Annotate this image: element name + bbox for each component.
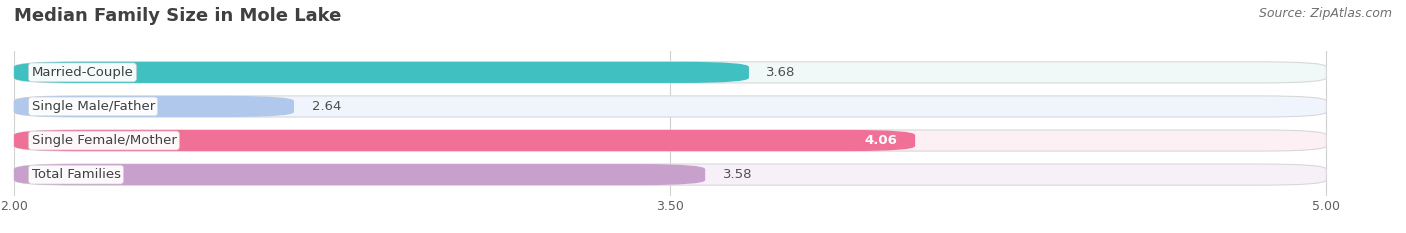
Text: Single Female/Mother: Single Female/Mother — [31, 134, 176, 147]
FancyBboxPatch shape — [14, 130, 1326, 151]
FancyBboxPatch shape — [14, 96, 1326, 117]
Text: 3.68: 3.68 — [766, 66, 796, 79]
Text: 2.64: 2.64 — [312, 100, 340, 113]
Text: Married-Couple: Married-Couple — [31, 66, 134, 79]
FancyBboxPatch shape — [14, 164, 1326, 185]
Text: Median Family Size in Mole Lake: Median Family Size in Mole Lake — [14, 7, 342, 25]
Text: Total Families: Total Families — [31, 168, 121, 181]
FancyBboxPatch shape — [14, 62, 1326, 83]
Text: Source: ZipAtlas.com: Source: ZipAtlas.com — [1258, 7, 1392, 20]
Text: 3.58: 3.58 — [723, 168, 752, 181]
FancyBboxPatch shape — [14, 130, 915, 151]
FancyBboxPatch shape — [14, 164, 706, 185]
FancyBboxPatch shape — [14, 62, 749, 83]
FancyBboxPatch shape — [14, 96, 294, 117]
Text: Single Male/Father: Single Male/Father — [31, 100, 155, 113]
Text: 4.06: 4.06 — [865, 134, 897, 147]
